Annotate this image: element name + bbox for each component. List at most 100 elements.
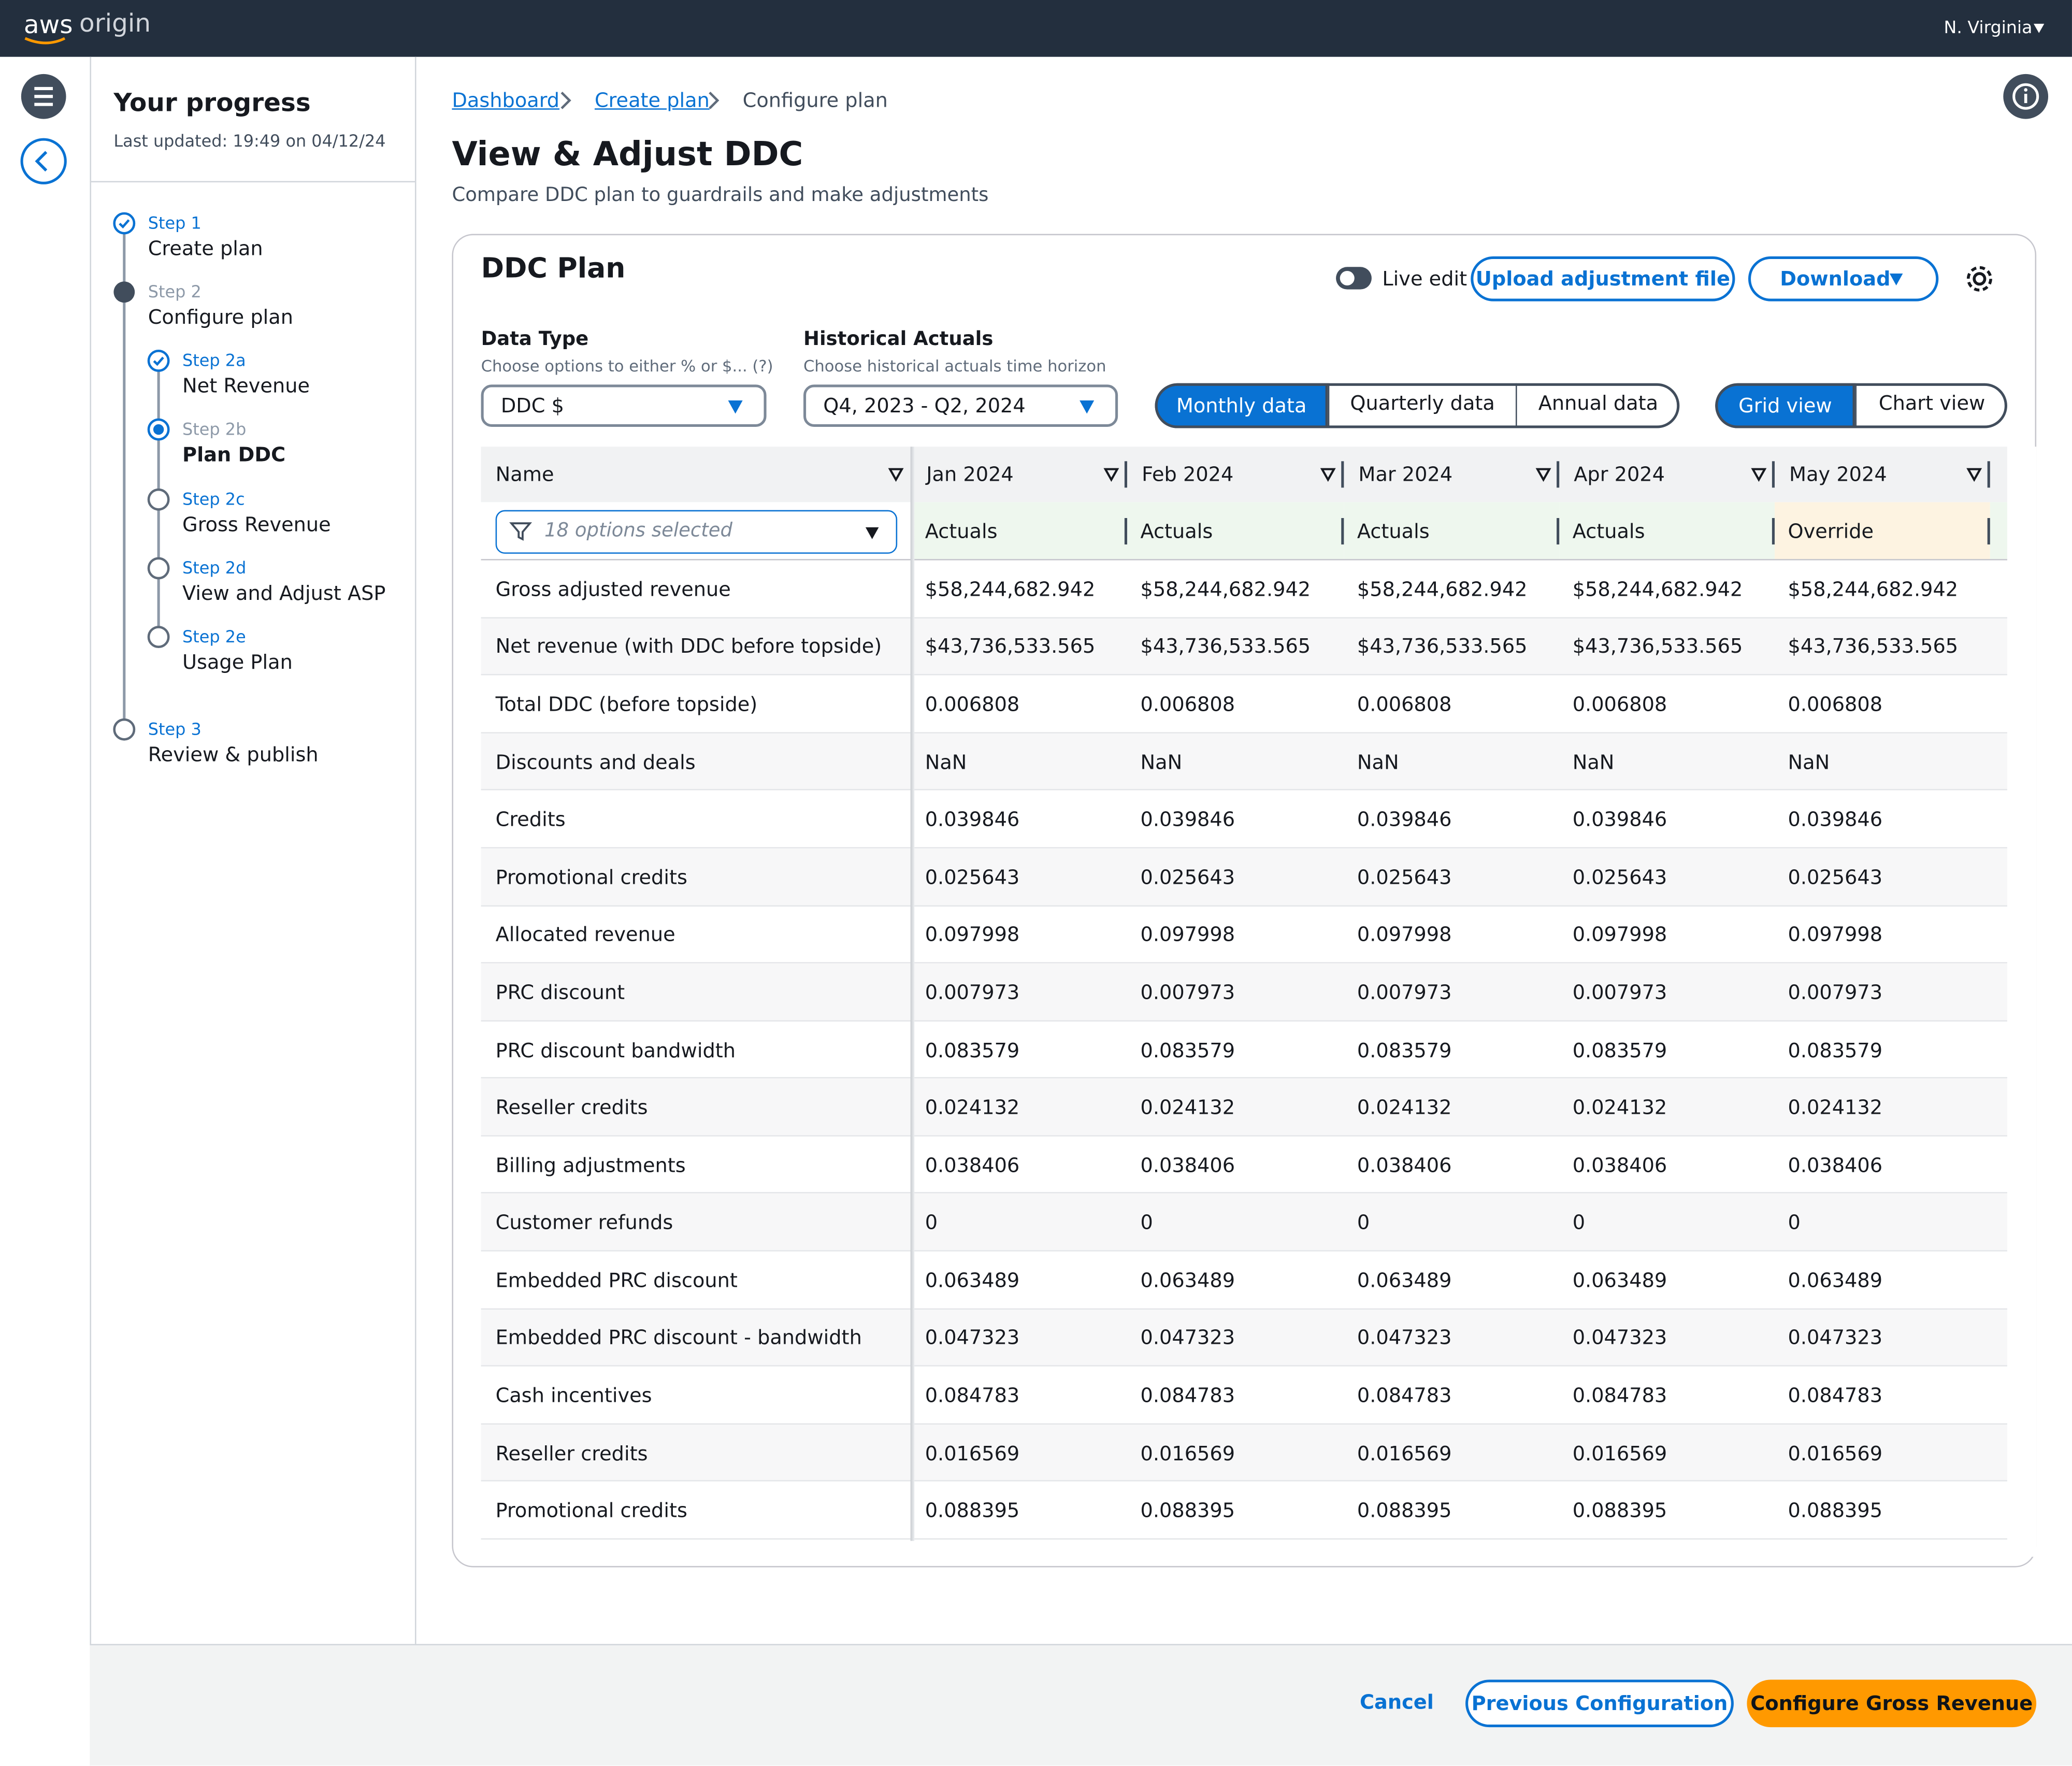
page-title: View & Adjust DDC bbox=[452, 135, 803, 174]
cell-value: 0.063489 bbox=[925, 1268, 1020, 1293]
sort-icon[interactable] bbox=[1535, 467, 1551, 483]
cell-value: 0 bbox=[1357, 1211, 1370, 1235]
step-label: Step 2a bbox=[182, 350, 246, 370]
cell-value: 0 bbox=[1788, 1211, 1801, 1235]
cell-value: 0.088395 bbox=[1788, 1499, 1883, 1523]
download-button[interactable]: Download bbox=[1748, 256, 1939, 301]
segment-option[interactable]: Annual data bbox=[1515, 383, 1679, 428]
select[interactable] bbox=[803, 384, 1118, 427]
table-row bbox=[481, 1309, 2007, 1367]
sort-icon[interactable] bbox=[888, 467, 904, 483]
segment-option[interactable]: Monthly data bbox=[1155, 383, 1328, 428]
table-row bbox=[481, 1194, 2007, 1252]
info-button[interactable] bbox=[2002, 73, 2050, 120]
footer bbox=[90, 1644, 2072, 1766]
filter-select[interactable] bbox=[495, 510, 898, 554]
cell-value: 0.024132 bbox=[1788, 1095, 1883, 1119]
field-label: Historical Actuals bbox=[803, 329, 994, 351]
table-row bbox=[481, 906, 2007, 964]
previous-button[interactable]: Previous Configuration bbox=[1465, 1679, 1734, 1728]
step-marker bbox=[113, 212, 136, 235]
header-row bbox=[481, 447, 2007, 502]
step-marker bbox=[147, 626, 170, 649]
breadcrumb-sep bbox=[560, 91, 571, 109]
clip-right bbox=[2007, 447, 2037, 1557]
cell-value: 0.016569 bbox=[1357, 1441, 1452, 1466]
sort-icon[interactable] bbox=[1966, 467, 1982, 483]
cell-value: 0.016569 bbox=[1140, 1441, 1235, 1466]
subheader-label: Actuals bbox=[1140, 519, 1213, 543]
row-name: Credits bbox=[495, 808, 566, 831]
column-divider bbox=[1557, 518, 1560, 545]
logo: aws bbox=[23, 10, 73, 40]
select[interactable] bbox=[481, 384, 767, 427]
cell-value: 0.038406 bbox=[1140, 1153, 1235, 1178]
sort-icon[interactable] bbox=[1320, 467, 1336, 483]
region-selector[interactable]: N. Virginia bbox=[1944, 18, 2033, 38]
breadcrumb-item[interactable]: Dashboard bbox=[452, 88, 560, 112]
row-name: Promotional credits bbox=[495, 865, 687, 889]
cancel-button[interactable]: Cancel bbox=[1359, 1690, 1434, 1714]
field-hint: Choose options to either % or $... (?) bbox=[481, 356, 773, 376]
cell-value: 0.063489 bbox=[1357, 1268, 1452, 1293]
step-label: Step 2e bbox=[182, 626, 246, 647]
cell-value: 0.097998 bbox=[1572, 923, 1667, 947]
subheader-cell bbox=[912, 502, 1128, 561]
cell-value: 0.083579 bbox=[1140, 1038, 1235, 1062]
select-value: DDC $ bbox=[500, 394, 564, 418]
divider bbox=[90, 181, 415, 183]
cell-value: 0.084783 bbox=[1357, 1383, 1452, 1408]
cell-value: 0.083579 bbox=[1788, 1038, 1883, 1062]
subheader-label: Override bbox=[1788, 519, 1874, 543]
step-name: Review & publish bbox=[148, 742, 319, 767]
breadcrumb-sep bbox=[709, 91, 720, 109]
menu-button[interactable] bbox=[20, 73, 67, 120]
table-row bbox=[481, 1251, 2007, 1310]
field-label: Data Type bbox=[481, 329, 589, 351]
sort-icon[interactable] bbox=[1103, 467, 1119, 483]
region-caret bbox=[2033, 23, 2045, 33]
cell-value: 0.084783 bbox=[1788, 1383, 1883, 1408]
step-name: View and Adjust ASP bbox=[182, 581, 386, 606]
row-name: Embedded PRC discount - bandwidth bbox=[495, 1326, 862, 1350]
sort-icon[interactable] bbox=[1751, 467, 1767, 483]
next-button[interactable]: Configure Gross Revenue bbox=[1747, 1679, 2037, 1728]
row-name: PRC discount bbox=[495, 980, 625, 1004]
back-button[interactable] bbox=[20, 137, 67, 185]
select-caret bbox=[1078, 399, 1093, 413]
cell-value: 0.084783 bbox=[1572, 1383, 1667, 1408]
table-row bbox=[481, 963, 2007, 1022]
subheader-cell bbox=[1559, 502, 1775, 561]
cell-value: 0.025643 bbox=[1788, 865, 1883, 889]
cell-value: 0.025643 bbox=[925, 865, 1020, 889]
nav-rail bbox=[0, 56, 92, 1766]
toggle-knob bbox=[1340, 270, 1355, 286]
column-divider bbox=[1987, 461, 1990, 488]
segment-option[interactable]: Grid view bbox=[1715, 383, 1855, 428]
cell-value: $43,736,533.565 bbox=[1140, 635, 1311, 659]
step-name: Create plan bbox=[148, 236, 263, 261]
segment-option[interactable]: Chart view bbox=[1855, 383, 2007, 428]
row-name: Reseller credits bbox=[495, 1441, 648, 1466]
cell-value: 0.006808 bbox=[1788, 692, 1883, 716]
filter-caret bbox=[865, 527, 879, 539]
cell-value: 0.088395 bbox=[1357, 1499, 1452, 1523]
cell-value: 0.039846 bbox=[1788, 808, 1883, 831]
cell-value: 0.083579 bbox=[1357, 1038, 1452, 1062]
cell-value: 0.084783 bbox=[925, 1383, 1020, 1408]
settings-icon[interactable] bbox=[1962, 262, 1996, 296]
step-label: Step 3 bbox=[148, 719, 202, 739]
cell-value: 0.097998 bbox=[1788, 923, 1883, 947]
column-header: Name bbox=[495, 462, 554, 486]
cell-value: 0.088395 bbox=[1572, 1499, 1667, 1523]
step-marker bbox=[147, 418, 170, 441]
breadcrumb-item[interactable]: Create plan bbox=[594, 88, 710, 112]
column-divider bbox=[1124, 461, 1128, 488]
column-header: May 2024 bbox=[1789, 462, 1887, 486]
subheader-cell bbox=[1774, 502, 1990, 561]
step-label: Step 1 bbox=[148, 212, 202, 233]
segment-option[interactable]: Quarterly data bbox=[1328, 383, 1516, 428]
upload-button[interactable]: Upload adjustment file bbox=[1471, 256, 1735, 301]
